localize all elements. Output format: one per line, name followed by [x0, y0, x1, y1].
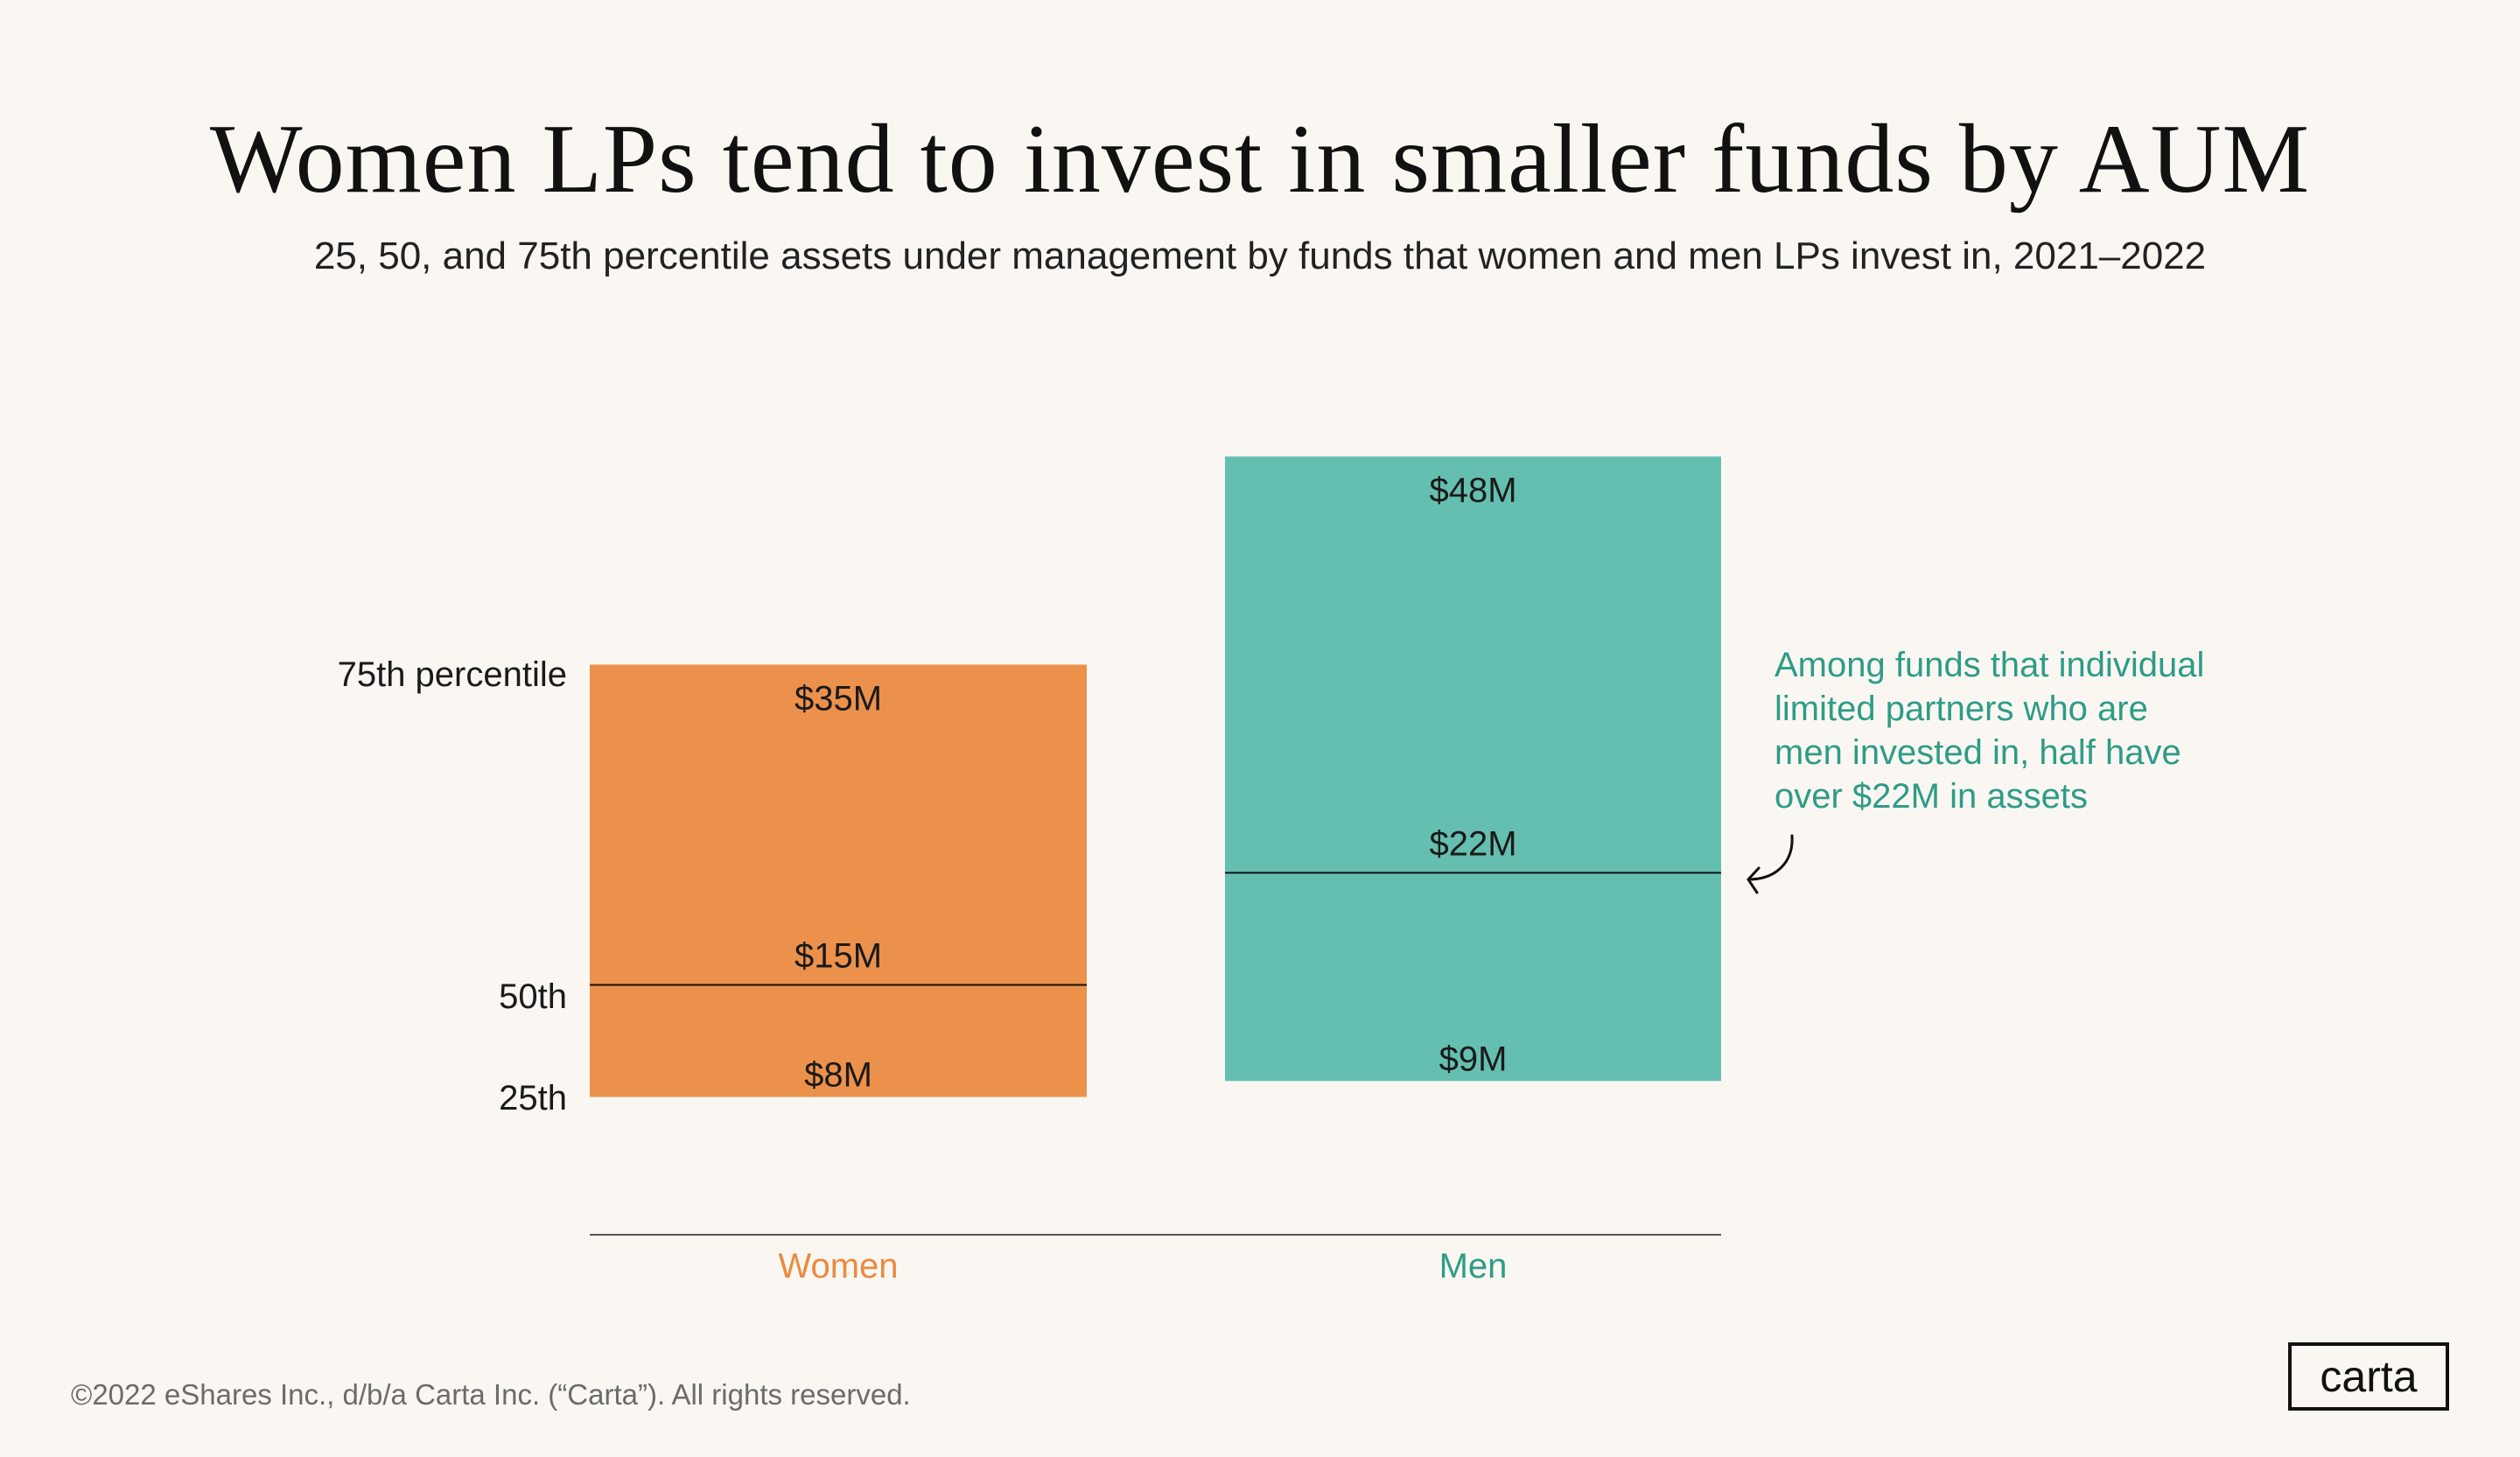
women-bar [590, 664, 1087, 1097]
percentile-label-25: 25th [499, 1079, 567, 1117]
chart-subtitle: 25, 50, and 75th percentile assets under… [313, 235, 2207, 277]
percentile-label-75: 75th percentile [338, 655, 567, 694]
annotation-line: men invested in, half have [1774, 733, 2181, 772]
women-category-label: Women [778, 1247, 898, 1285]
annotation: Among funds that individual limited part… [1774, 643, 2204, 818]
carta-logo: carta [2288, 1342, 2449, 1411]
percentile-label-50: 50th [499, 977, 567, 1016]
annotation-line: Among funds that individual [1774, 646, 2205, 684]
chart-title: Women LPs tend to invest in smaller fund… [209, 105, 2311, 214]
copyright-footer: ©2022 eShares Inc., d/b/a Carta Inc. (“C… [71, 1378, 911, 1411]
women-p25-label: $8M [804, 1056, 872, 1095]
men-bar [1225, 456, 1721, 1082]
women-p50-label: $15M [794, 937, 882, 976]
arrow-icon [1746, 834, 1794, 894]
annotation-line: over $22M in assets [1774, 777, 2088, 816]
men-category-label: Men [1439, 1247, 1508, 1285]
men-p50-label: $22M [1429, 824, 1516, 863]
women-p75-label: $35M [794, 680, 882, 718]
annotation-line: limited partners who are [1774, 690, 2148, 728]
men-p75-label: $48M [1429, 472, 1516, 510]
men-p25-label: $9M [1439, 1040, 1508, 1078]
